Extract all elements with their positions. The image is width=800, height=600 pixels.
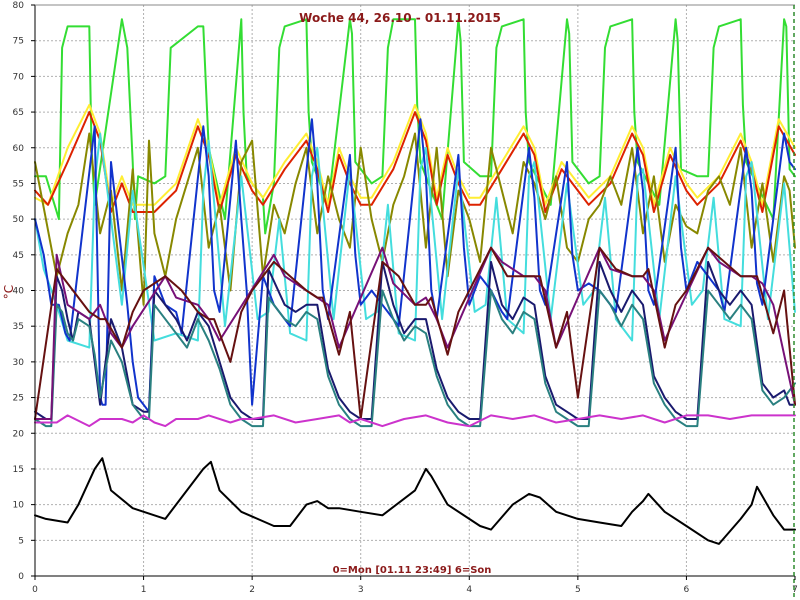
x-tick-label: 5 (575, 585, 581, 595)
y-tick-label: 10 (13, 501, 25, 511)
y-tick-label: 5 (18, 536, 24, 546)
series-layer (34, 18, 796, 545)
x-tick-label: 3 (358, 585, 364, 595)
y-tick-label: 50 (13, 215, 25, 225)
x-axis-label: 0=Mon [01.11 23:49] 6=Son (333, 565, 492, 576)
y-tick-label: 80 (13, 1, 25, 11)
chart-title: Woche 44, 26.10 - 01.11.2015 (299, 11, 501, 25)
series-line-1 (34, 18, 796, 235)
y-tick-label: 70 (13, 72, 25, 82)
series-line-7 (34, 260, 796, 420)
y-tick-label: 65 (13, 108, 24, 118)
y-tick-label: 55 (13, 179, 24, 189)
y-tick-label: 20 (13, 429, 25, 439)
series-line-8 (34, 289, 796, 428)
y-tick-label: 35 (13, 322, 24, 332)
y-tick-label: 45 (13, 251, 24, 261)
x-tick-label: 0 (32, 585, 38, 595)
series-line-5 (34, 132, 796, 349)
y-tick-label: 15 (13, 465, 24, 475)
x-tick-label: 7 (792, 585, 798, 595)
y-tick-label: 30 (13, 358, 25, 368)
y-tick-label: 60 (13, 144, 25, 154)
x-tick-label: 2 (249, 585, 255, 595)
series-line-10 (34, 246, 796, 420)
axes (31, 4, 796, 598)
y-tick-label: 25 (13, 394, 24, 404)
y-tick-label: 40 (13, 287, 25, 297)
x-tick-label: 1 (141, 585, 147, 595)
series-line-11 (34, 414, 796, 428)
series-line-4 (34, 132, 796, 306)
y-tick-label: 75 (13, 37, 24, 47)
y-axis-label: °C (2, 285, 16, 299)
y-tick-label: 0 (18, 572, 24, 582)
series-line-12 (34, 457, 796, 545)
x-tick-label: 4 (466, 585, 472, 595)
x-tick-label: 6 (684, 585, 690, 595)
